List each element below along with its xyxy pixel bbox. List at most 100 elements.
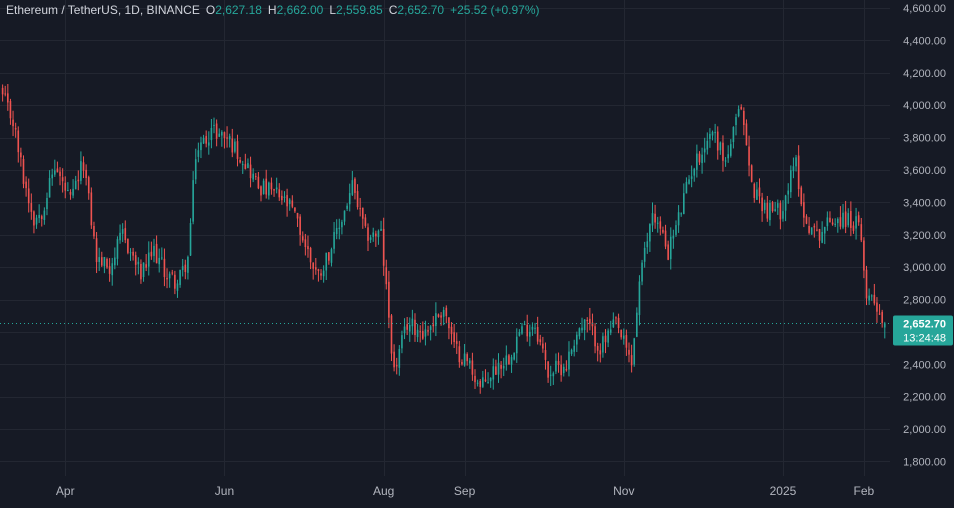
candle-up [377, 229, 380, 245]
candle-body [683, 193, 685, 214]
candle-body [685, 181, 688, 194]
candle-body [307, 246, 309, 250]
candle-body [784, 195, 787, 211]
candle-down [281, 190, 283, 205]
candle-up [810, 227, 813, 235]
open-value: 2,627.18 [215, 3, 262, 17]
candle-up [213, 117, 215, 134]
time-tick-label: Apr [56, 484, 75, 498]
candle-down [813, 223, 816, 238]
candle-up [234, 138, 236, 154]
candle-up [795, 154, 797, 172]
candle-body [278, 189, 281, 198]
candle-down [364, 214, 367, 228]
candle-up [218, 128, 221, 138]
candle-down [716, 126, 719, 160]
candle-down [296, 212, 299, 228]
price-axis[interactable]: 1,800.002,000.002,200.002,400.002,600.00… [903, 3, 946, 468]
candle-up [573, 339, 576, 357]
low-label: L [329, 3, 336, 17]
candle-up [502, 357, 505, 377]
time-tick-label: Nov [613, 484, 634, 498]
candle-body [753, 183, 756, 198]
candle-down [664, 224, 667, 250]
candle-body [594, 326, 596, 347]
candle-body [335, 228, 338, 235]
candle-body [612, 319, 615, 328]
candle-up [784, 194, 787, 222]
candle-up [142, 262, 145, 282]
candle-body [408, 325, 411, 332]
time-axis[interactable]: Apr Jun Aug Sep Nov 2025 Feb [56, 484, 875, 498]
candle-body [529, 331, 531, 337]
candle-down [758, 178, 761, 204]
candle-down [367, 223, 369, 252]
candle-body [346, 205, 348, 209]
candle-down [356, 184, 359, 210]
candle-body [395, 365, 398, 367]
candle-up [147, 241, 150, 276]
candle-body [766, 202, 769, 219]
candle-down [385, 259, 388, 290]
candle-up [709, 128, 711, 148]
candle-body [656, 222, 659, 224]
candle-body [492, 366, 495, 380]
candle-body [304, 239, 307, 248]
candle-body [646, 241, 649, 248]
candle-body [737, 109, 740, 117]
candle-body [51, 174, 54, 179]
price-tick-label: 3,200.00 [903, 230, 946, 242]
candle-body [239, 159, 241, 163]
candle-body [620, 329, 622, 338]
candle-body [348, 193, 351, 205]
candle-up [35, 214, 38, 229]
symbol-title[interactable]: Ethereum / TetherUS, 1D, BINANCE [6, 3, 200, 17]
candle-body [842, 212, 844, 228]
candle-up [202, 134, 205, 144]
candle-body [696, 153, 698, 170]
candle-down [40, 214, 43, 227]
candle-up [268, 181, 270, 200]
candle-up [505, 345, 508, 371]
candle-down [9, 98, 12, 125]
candle-down [805, 214, 808, 225]
candle-body [547, 361, 549, 378]
high-value: 2,662.00 [276, 3, 324, 17]
candle-body [719, 142, 722, 151]
candle-body [876, 302, 878, 312]
candle-up [325, 252, 328, 280]
candle-up [197, 142, 200, 163]
candle-down [95, 232, 98, 274]
candle-body [589, 318, 591, 324]
candle-body [810, 227, 813, 235]
candle-body [570, 349, 573, 354]
candle-down [304, 233, 307, 256]
candle-down [260, 185, 262, 202]
candle-body [166, 277, 168, 280]
candle-body [805, 216, 808, 224]
candle-body [703, 148, 706, 153]
candle-down [662, 226, 664, 234]
open-label: O [205, 3, 216, 17]
candle-down [254, 173, 257, 180]
candle-body [557, 361, 560, 365]
candle-body [74, 180, 77, 190]
candle-down [25, 176, 27, 197]
candle-up [341, 219, 343, 235]
candle-body [523, 323, 526, 325]
candle-up [602, 332, 604, 358]
candle-body [625, 335, 628, 348]
candle-up [372, 227, 375, 242]
candle-up [114, 247, 116, 270]
ohlc-legend: Ethereum / TetherUS, 1D, BINANCE O2,627.1… [6, 3, 540, 17]
candle-down [278, 183, 281, 201]
candle-down [448, 317, 450, 340]
candle-body [351, 180, 354, 195]
candle-body [568, 351, 570, 370]
candle-body [210, 127, 213, 141]
candle-body [508, 355, 510, 365]
candle-body [609, 329, 612, 333]
candle-body [221, 131, 223, 136]
